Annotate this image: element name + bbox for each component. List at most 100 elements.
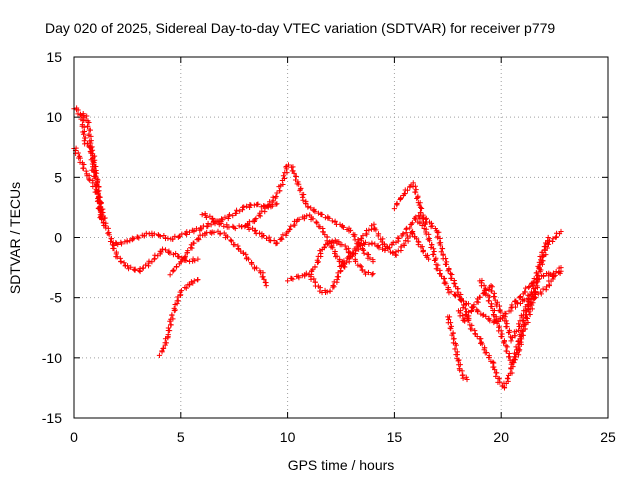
data-point: [285, 278, 291, 284]
y-tick-label: 0: [54, 230, 62, 246]
data-point: [340, 224, 347, 230]
data-point: [186, 282, 193, 288]
data-point: [506, 329, 512, 335]
data-point: [381, 241, 388, 247]
y-tick-label: 15: [46, 49, 62, 65]
data-point: [464, 376, 470, 383]
data-point: [303, 270, 309, 276]
chart-title: Day 020 of 2025, Sidereal Day-to-day VTE…: [45, 20, 555, 36]
data-point: [156, 352, 163, 359]
data-point: [400, 231, 406, 237]
data-point: [80, 165, 87, 171]
data-point: [171, 305, 177, 311]
data-point: [437, 235, 443, 242]
data-point: [409, 220, 415, 226]
data-point: [544, 241, 550, 247]
data-point: [246, 226, 252, 233]
data-point: [87, 127, 93, 133]
data-point: [339, 242, 345, 248]
data-point: [420, 249, 426, 255]
data-point: [288, 223, 294, 229]
data-point: [407, 233, 413, 239]
data-point: [170, 251, 177, 258]
data-point: [96, 194, 103, 200]
data-point: [151, 231, 157, 237]
data-point: [428, 244, 434, 251]
data-point: [334, 253, 340, 259]
data-point: [124, 263, 131, 269]
data-point: [526, 309, 532, 315]
y-tick-label: 10: [46, 109, 62, 125]
data-point: [462, 318, 468, 324]
data-point: [247, 202, 253, 208]
data-point: [300, 197, 306, 203]
data-point: [452, 292, 459, 298]
data-point: [456, 357, 462, 363]
data-point: [366, 227, 372, 233]
data-point: [211, 229, 217, 236]
data-point: [105, 225, 111, 231]
data-point: [199, 212, 205, 218]
data-point: [312, 209, 318, 215]
data-point: [167, 250, 173, 256]
data-point: [170, 316, 176, 322]
data-point: [499, 315, 506, 321]
data-point: [531, 290, 537, 296]
data-point: [315, 210, 322, 216]
data-point: [465, 313, 471, 319]
data-point: [539, 249, 545, 255]
data-point: [296, 181, 302, 187]
data-point: [301, 191, 307, 198]
data-point: [369, 240, 375, 246]
data-point: [412, 183, 418, 189]
data-point: [477, 294, 483, 300]
data-point: [262, 279, 268, 286]
data-point: [431, 251, 437, 257]
data-point: [176, 254, 182, 260]
data-point: [218, 220, 224, 227]
data-point: [513, 328, 519, 334]
data-point: [182, 254, 188, 260]
data-point: [508, 305, 514, 311]
data-point: [184, 250, 190, 256]
series-track-13: [445, 314, 470, 383]
data-point: [414, 195, 420, 202]
data-point: [512, 333, 518, 339]
data-point: [332, 250, 338, 257]
data-point: [85, 123, 91, 129]
data-point: [418, 210, 424, 216]
data-point: [75, 150, 81, 156]
data-point: [173, 250, 179, 257]
data-point: [460, 375, 466, 381]
data-point: [515, 327, 522, 333]
data-point: [486, 294, 493, 300]
data-point: [460, 305, 466, 311]
data-point: [543, 251, 549, 258]
data-point: [140, 265, 146, 271]
data-point: [302, 273, 308, 279]
data-point: [135, 234, 141, 240]
data-point: [350, 251, 357, 257]
data-point: [305, 204, 311, 210]
data-point: [304, 213, 310, 219]
data-point: [468, 307, 475, 314]
data-point: [168, 322, 174, 328]
data-point: [128, 264, 134, 270]
data-point: [417, 216, 423, 222]
data-point: [149, 259, 155, 265]
data-point: [393, 249, 399, 255]
data-point: [254, 265, 260, 271]
data-point: [426, 238, 433, 244]
data-point: [429, 223, 435, 229]
data-point: [222, 214, 228, 220]
data-point: [86, 119, 92, 126]
data-point: [460, 312, 466, 319]
data-point: [327, 288, 333, 294]
data-point: [480, 312, 486, 318]
data-point: [255, 201, 261, 207]
data-point: [545, 234, 551, 241]
data-point: [446, 266, 452, 273]
data-point: [472, 331, 478, 337]
data-point: [358, 264, 364, 270]
data-point: [241, 204, 247, 210]
